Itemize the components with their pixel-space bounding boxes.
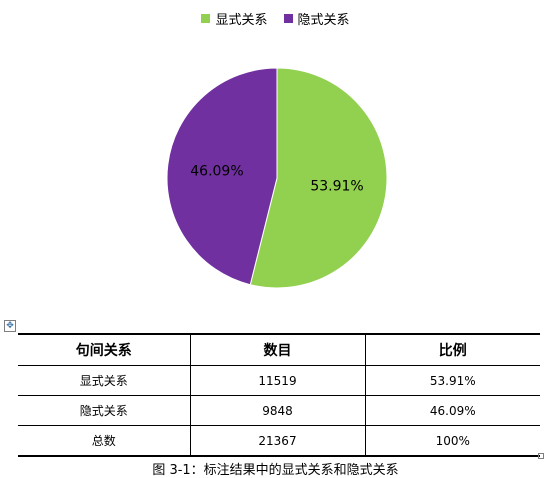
- move-icon[interactable]: ✥: [4, 320, 16, 332]
- resize-handle[interactable]: [538, 453, 544, 459]
- pie-data-label-0: 53.91%: [310, 178, 363, 194]
- table-cell: 100%: [364, 425, 540, 457]
- chart-legend: 显式关系 隐式关系: [0, 9, 551, 28]
- legend-item-implicit: 隐式关系: [283, 9, 350, 28]
- pie-slice-0: [249, 67, 388, 289]
- table-header-ratio: 比例: [364, 333, 540, 366]
- legend-label-implicit: 隐式关系: [297, 13, 350, 28]
- table-header-relation: 句间关系: [18, 333, 190, 366]
- legend-item-explicit: 显式关系: [201, 9, 268, 28]
- table-cell: 隐式关系: [18, 395, 190, 426]
- table-cell: 53.91%: [364, 365, 540, 396]
- table-row: 隐式关系 9848 46.09%: [18, 395, 540, 426]
- table-cell: 显式关系: [18, 365, 190, 396]
- figure-caption: 图 3-1：标注结果中的显式关系和隐式关系: [152, 463, 399, 478]
- table-row: 总数 21367 100%: [18, 425, 540, 457]
- table-row: 显式关系 11519 53.91%: [18, 365, 540, 396]
- legend-swatch-implicit: [283, 14, 293, 23]
- legend-label-explicit: 显式关系: [215, 13, 268, 28]
- table-cell: 总数: [18, 425, 190, 457]
- pie-chart: 53.91% 46.09%: [166, 67, 388, 289]
- pie-data-label-1: 46.09%: [190, 164, 243, 180]
- table-header-count: 数目: [189, 333, 365, 366]
- pie-slice-1: [166, 67, 278, 286]
- table-header-row: 句间关系 数目 比例: [18, 333, 540, 366]
- table-cell: 46.09%: [364, 395, 540, 426]
- table-cell: 9848: [189, 395, 365, 426]
- table-cell: 21367: [189, 425, 365, 457]
- table-cell: 11519: [189, 365, 365, 396]
- data-table: 句间关系 数目 比例 显式关系 11519 53.91% 隐式关系 9848 4…: [18, 333, 540, 457]
- legend-swatch-explicit: [201, 14, 211, 23]
